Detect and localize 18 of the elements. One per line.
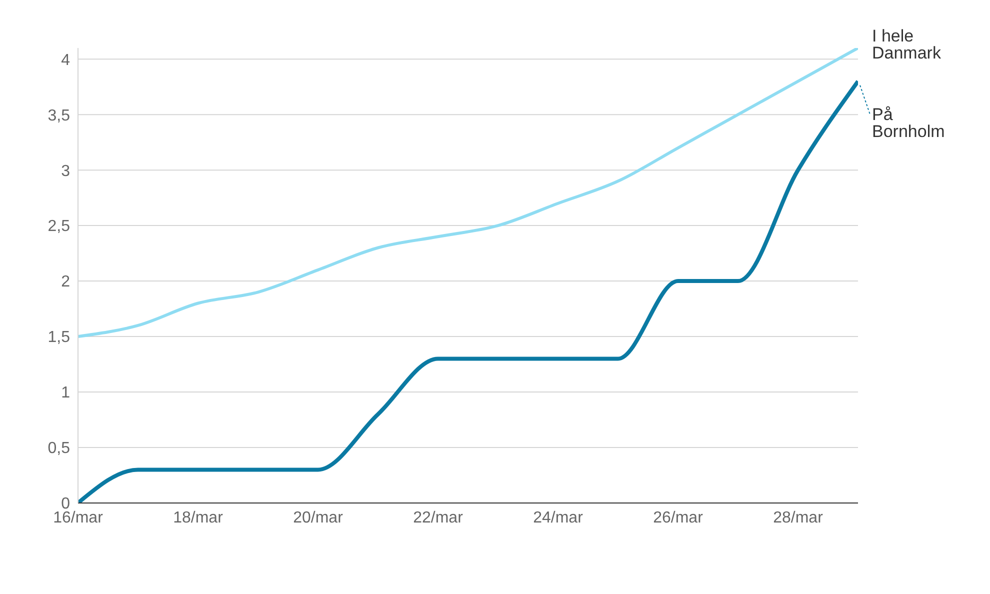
y-tick-label: 0,5	[48, 440, 70, 458]
x-tick-label: 24/mar	[533, 509, 584, 526]
line-series	[78, 48, 858, 338]
series-label: I hele Danmark	[872, 26, 942, 63]
y-tick-label: 1,5	[48, 329, 70, 346]
x-tick-label: 22/mar	[413, 509, 464, 526]
y-tick-label: 3	[61, 162, 70, 180]
y-tick-label: 2	[61, 274, 70, 291]
x-tick-label: 26/mar	[653, 509, 704, 526]
x-tick-label: 20/mar	[293, 509, 344, 526]
x-tick-label: 28/mar	[773, 509, 824, 526]
y-tick-label: 1	[61, 384, 70, 402]
y-tick-label: 2,5	[48, 218, 70, 236]
line-series	[78, 79, 858, 503]
series-label: På Bornholm	[872, 104, 945, 141]
y-tick-label: 4	[61, 52, 70, 69]
x-tick-label: 18/mar	[173, 509, 224, 526]
y-tick-label: 3,5	[48, 107, 70, 124]
